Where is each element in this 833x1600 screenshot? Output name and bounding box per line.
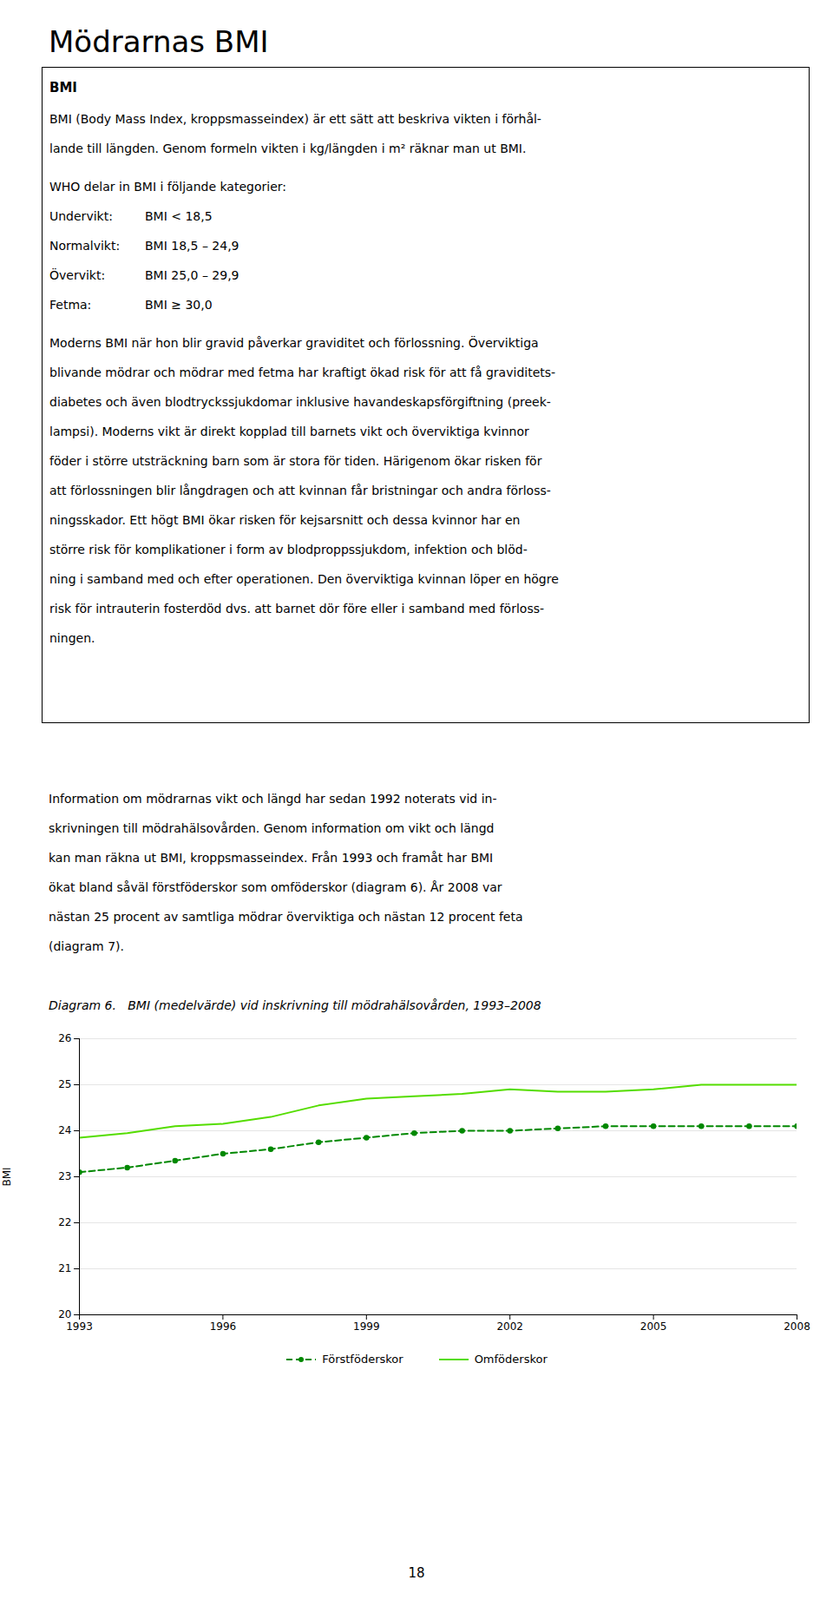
html-text:Omföderskor: Omföderskor: [474, 1351, 548, 1365]
html-text:lande till längden. Genom form: lande till längden. Genom formeln vikten…: [49, 141, 527, 156]
html-text:att förlossningen blir långdra: att förlossningen blir långdragen och at…: [49, 483, 551, 498]
html-text:BMI < 18,5: BMI < 18,5: [144, 209, 213, 224]
svg-text:26: 26: [58, 1031, 72, 1044]
html-text:Förstföderskor: Förstföderskor: [322, 1351, 404, 1365]
html-text:Normalvikt:: Normalvikt:: [49, 238, 120, 253]
html-text:risk för intrauterin fosterdöd: risk för intrauterin fosterdöd dvs. att …: [49, 601, 545, 616]
svg-text:2008: 2008: [783, 1319, 811, 1332]
html-text:Undervikt:: Undervikt:: [49, 209, 113, 224]
html-text:nästan 25 procent av samtliga: nästan 25 procent av samtliga mödrar öve…: [48, 909, 523, 924]
html-text:blivande mödrar och mödrar med: blivande mödrar och mödrar med fetma har…: [49, 365, 556, 380]
svg-text:24: 24: [58, 1123, 72, 1136]
svg-text:25: 25: [58, 1077, 72, 1090]
html-text:Information om mödrarnas vikt: Information om mödrarnas vikt och längd …: [48, 791, 497, 806]
svg-text:BMI: BMI: [0, 1166, 14, 1186]
html-text:BMI (Body Mass Index, kroppsma: BMI (Body Mass Index, kroppsmasseindex) …: [49, 111, 542, 126]
svg-text:23: 23: [58, 1169, 72, 1182]
svg-text:1999: 1999: [353, 1319, 381, 1332]
svg-text:2005: 2005: [640, 1319, 668, 1332]
html-text:kan man räkna ut BMI, kroppsma: kan man räkna ut BMI, kroppsmasseindex. …: [48, 850, 494, 865]
svg-text:2002: 2002: [496, 1319, 524, 1332]
html-text:ningen.: ningen.: [49, 630, 96, 645]
html-text:lampsi). Moderns vikt är direk: lampsi). Moderns vikt är direkt kopplad …: [49, 424, 530, 439]
html-text:ningsskador. Ett högt BMI ökar: ningsskador. Ett högt BMI ökar risken fö…: [49, 512, 521, 527]
svg-text:21: 21: [58, 1261, 72, 1274]
html-text:Fetma:: Fetma:: [49, 297, 92, 312]
svg-text:22: 22: [58, 1215, 72, 1228]
html-text:Övervikt:: Övervikt:: [49, 268, 106, 283]
html-text:18: 18: [408, 1564, 425, 1581]
html-text:BMI: BMI: [49, 79, 78, 96]
html-text:Moderns BMI när hon blir gravi: Moderns BMI när hon blir gravid påverkar…: [49, 335, 539, 350]
html-text:(diagram 7).: (diagram 7).: [48, 938, 125, 953]
html-text:BMI 25,0 – 29,9: BMI 25,0 – 29,9: [144, 268, 240, 283]
svg-text:1996: 1996: [209, 1319, 237, 1332]
html-text:BMI 18,5 – 24,9: BMI 18,5 – 24,9: [144, 238, 240, 253]
html-text:större risk för komplikationer: större risk för komplikationer i form av…: [49, 542, 528, 557]
html-text:skrivningen till mödrahälsovår: skrivningen till mödrahälsovården. Genom…: [48, 820, 495, 835]
html-text:föder i större utsträckning ba: föder i större utsträckning barn som är …: [49, 453, 542, 468]
html-text:ning i samband med och efter o: ning i samband med och efter operationen…: [49, 571, 559, 586]
svg-text:1993: 1993: [65, 1319, 93, 1332]
html-text:Mödrarnas BMI: Mödrarnas BMI: [48, 24, 269, 60]
svg-text:20: 20: [58, 1307, 72, 1320]
html-text:Diagram 6. BMI (medelvärde) vi: Diagram 6. BMI (medelvärde) vid inskrivn…: [48, 997, 542, 1012]
html-text:WHO delar in BMI i följande ka: WHO delar in BMI i följande kategorier:: [49, 179, 287, 194]
html-text:ökat bland såväl förstfödersko: ökat bland såväl förstföderskor som omfö…: [48, 879, 502, 894]
html-text:BMI ≥ 30,0: BMI ≥ 30,0: [144, 297, 213, 312]
html-text:diabetes och även blodtryckssj: diabetes och även blodtryckssjukdomar in…: [49, 394, 551, 409]
